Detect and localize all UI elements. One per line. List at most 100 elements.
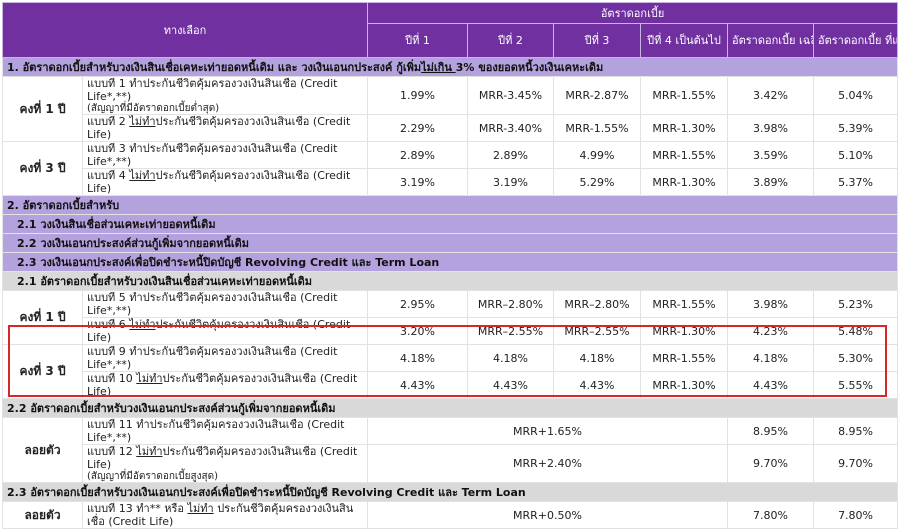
desc-text: แบบที่ 11 ทำประกันชีวิตคุ้มครองวงเงินสิน…	[87, 418, 345, 444]
section-row: 2.3 วงเงินเอนกประสงค์เพื่อปิดชำระหนี้ปิด…	[1, 252, 899, 272]
option-description: แบบที่ 13 ทำ** หรือ ไม่ทำ ประกันชีวิตคุ้…	[81, 501, 369, 529]
desc-text: แบบที่ 10	[87, 372, 137, 386]
desc-underlined: ไม่ทำ	[129, 115, 156, 129]
option-description: แบบที่ 4 ไม่ทำประกันชีวิตคุ้มครองวงเงินส…	[81, 168, 369, 196]
option-description: แบบที่ 2 ไม่ทำประกันชีวิตคุ้มครองวงเงินส…	[81, 114, 369, 142]
option-description: แบบที่ 6 ไม่ทำประกันชีวิตคุ้มครองวงเงินส…	[81, 317, 369, 345]
rate-value: 4.18%	[553, 344, 642, 372]
desc-text: แบบที่ 3 ทำประกันชีวิตคุ้มครองวงเงินสินเ…	[87, 142, 338, 168]
rate-avg-3yr: 8.95%	[727, 417, 815, 445]
section-title: 2.3 วงเงินเอนกประสงค์เพื่อปิดชำระหนี้ปิด…	[1, 252, 899, 272]
desc-text: 2.2 วงเงินเอนกประสงค์ส่วนกู้เพิ่มจากยอดห…	[17, 236, 250, 250]
rate-floating: MRR+0.50%	[367, 501, 729, 529]
desc-text: แบบที่ 13 ทำ** หรือ	[87, 502, 188, 516]
section-title: 2.1 วงเงินสินเชื่อส่วนเคหะเท่ายอดหนี้เดิ…	[1, 214, 899, 234]
rate-value: 1.99%	[367, 76, 469, 115]
desc-text: 3% ของยอดหนี้วงเงินเคหะเดิม	[455, 60, 604, 74]
rate-value: 2.89%	[367, 141, 469, 169]
rate-value: 2.89%	[467, 141, 555, 169]
section-title: 2.1 อัตราดอกเบี้ยสำหรับวงเงินสินเชื่อส่ว…	[1, 271, 899, 291]
rate-type-label: คงที่ 3 ปี	[2, 344, 83, 399]
rate-value: MRR-1.30%	[640, 371, 729, 399]
rate-value: MRR–2.55%	[553, 317, 642, 345]
rate-value: 5.37%	[813, 168, 899, 196]
rate-value: 5.04%	[813, 76, 899, 115]
rate-value: 4.18%	[367, 344, 469, 372]
rate-value: MRR-1.55%	[553, 114, 642, 142]
desc-text: 2.3 วงเงินเอนกประสงค์เพื่อปิดชำระหนี้ปิด…	[17, 255, 440, 269]
section-title: 2. อัตราดอกเบี้ยสำหรับ	[1, 195, 899, 215]
desc-text: 2.1 อัตราดอกเบี้ยสำหรับวงเงินสินเชื่อส่ว…	[17, 274, 313, 288]
table-row: ลอยตัว แบบที่ 11 ทำประกันชีวิตคุ้มครองวงเ…	[2, 417, 899, 483]
desc-text: 2.1 วงเงินสินเชื่อส่วนเคหะเท่ายอดหนี้เดิ…	[17, 217, 216, 231]
desc-underlined: ไม่ทำ	[129, 318, 156, 332]
desc-text: แบบที่ 1 ทำประกันชีวิตคุ้มครองวงเงินสินเ…	[87, 77, 338, 104]
desc-text: แบบที่ 4	[87, 169, 130, 183]
rate-type-label: ลอยตัว	[2, 501, 83, 529]
rate-value: 4.18%	[467, 344, 555, 372]
rate-avg-3yr: 9.70%	[727, 444, 815, 483]
desc-underlined: ไม่ทำ	[187, 502, 214, 516]
table-row: แบบที่ 2 ไม่ทำประกันชีวิตคุ้มครองวงเงินส…	[3, 114, 899, 142]
option-description: แบบที่ 3 ทำประกันชีวิตคุ้มครองวงเงินสินเ…	[81, 141, 369, 169]
table-row: แบบที่ 4 ไม่ทำประกันชีวิตคุ้มครองวงเงินส…	[3, 168, 899, 196]
rate-value: 3.20%	[367, 317, 469, 345]
rate-type-label: คงที่ 1 ปี	[2, 290, 83, 345]
desc-underlined: ไม่ทำ	[129, 169, 156, 183]
rate-value: MRR-1.55%	[640, 76, 729, 115]
header-col: ปีที่ 4 เป็นต้นไป	[640, 23, 729, 58]
rate-value: MRR-3.45%	[467, 76, 555, 115]
desc-text: แบบที่ 9 ทำประกันชีวิตคุ้มครองวงเงินสินเ…	[87, 345, 338, 371]
desc-underlined: ไม่ทำ	[136, 445, 163, 459]
section-row: 2.1 วงเงินสินเชื่อส่วนเคหะเท่ายอดหนี้เดิ…	[1, 214, 899, 234]
rate-value: 5.55%	[813, 371, 899, 399]
rate-value: 5.10%	[813, 141, 899, 169]
table-row: ลอยตัว แบบที่ 13 ทำ** หรือ ไม่ทำ ประกันชี…	[2, 501, 899, 529]
rate-value: MRR-1.30%	[640, 168, 729, 196]
rate-value: 4.43%	[467, 371, 555, 399]
rate-value: MRR-1.55%	[640, 141, 729, 169]
rate-value: MRR-1.55%	[640, 290, 729, 318]
rate-value: 3.19%	[367, 168, 469, 196]
rate-value: MRR-3.40%	[467, 114, 555, 142]
rate-value: 2.29%	[367, 114, 469, 142]
header-option: ทางเลือก	[1, 2, 369, 58]
option-description: แบบที่ 12 ไม่ทำประกันชีวิตคุ้มครองวงเงิน…	[81, 444, 369, 483]
rate-type-label: คงที่ 3 ปี	[2, 141, 83, 196]
table-row: คงที่ 1 ปี แบบที่ 5 ทำประกันชีวิตคุ้มครอง…	[2, 290, 899, 345]
header-col: ปีที่ 3	[553, 23, 642, 58]
desc-text: ประกันชีวิตคุ้มครองวงเงินสินเชื่อ (Credi…	[87, 318, 351, 344]
rate-type-label: ลอยตัว	[2, 417, 83, 483]
rate-value: 5.23%	[813, 290, 899, 318]
desc-text: แบบที่ 6	[87, 318, 130, 332]
rate-value: 5.30%	[813, 344, 899, 372]
section-title: 2.2 อัตราดอกเบี้ยสำหรับวงเงินเอนกประสงค์…	[1, 398, 899, 418]
desc-text: ประกันชีวิตคุ้มครองวงเงินสินเชื่อ (Credi…	[87, 372, 358, 398]
section-row: 2.2 อัตราดอกเบี้ยสำหรับวงเงินเอนกประสงค์…	[1, 398, 899, 418]
rate-value: 3.19%	[467, 168, 555, 196]
rate-value: MRR-1.55%	[640, 344, 729, 372]
header-col: อัตราดอกเบี้ย เฉลี่ย 3 ปีแรก	[727, 23, 815, 58]
rate-value: MRR–2.80%	[553, 290, 642, 318]
desc-text: 1. อัตราดอกเบี้ยสำหรับวงเงินสินเชื่อเคหะ…	[7, 60, 422, 74]
table-row: แบบที่ 10 ไม่ทำประกันชีวิตคุ้มครองวงเงิน…	[3, 371, 899, 399]
rate-floating: MRR+2.40%	[367, 444, 729, 483]
desc-text: 2. อัตราดอกเบี้ยสำหรับ	[7, 198, 120, 212]
table-row: แบบที่ 12 ไม่ทำประกันชีวิตคุ้มครองวงเงิน…	[3, 444, 899, 483]
desc-text: ประกันชีวิตคุ้มครองวงเงินสินเชื่อ (Credi…	[87, 169, 351, 195]
rate-value: 3.98%	[727, 114, 815, 142]
desc-text: แบบที่ 5 ทำประกันชีวิตคุ้มครองวงเงินสินเ…	[87, 291, 338, 317]
section-title: 1. อัตราดอกเบี้ยสำหรับวงเงินสินเชื่อเคหะ…	[1, 57, 899, 77]
option-description: แบบที่ 5 ทำประกันชีวิตคุ้มครองวงเงินสินเ…	[81, 290, 369, 318]
rate-value: 4.43%	[367, 371, 469, 399]
desc-text: แบบที่ 12	[87, 445, 137, 459]
table-row: แบบที่ 6 ไม่ทำประกันชีวิตคุ้มครองวงเงินส…	[3, 317, 899, 345]
rate-value: 2.95%	[367, 290, 469, 318]
option-description: แบบที่ 9 ทำประกันชีวิตคุ้มครองวงเงินสินเ…	[81, 344, 369, 372]
section-title: 2.3 อัตราดอกเบี้ยสำหรับวงเงินเอนกประสงค์…	[1, 482, 899, 502]
header-col: ปีที่ 2	[467, 23, 555, 58]
option-note: (สัญญาที่มีอัตราดอกเบี้ยสูงสุด)	[87, 471, 218, 482]
rate-type-label: คงที่ 1 ปี	[2, 76, 83, 142]
option-description: แบบที่ 1 ทำประกันชีวิตคุ้มครองวงเงินสินเ…	[81, 76, 369, 115]
